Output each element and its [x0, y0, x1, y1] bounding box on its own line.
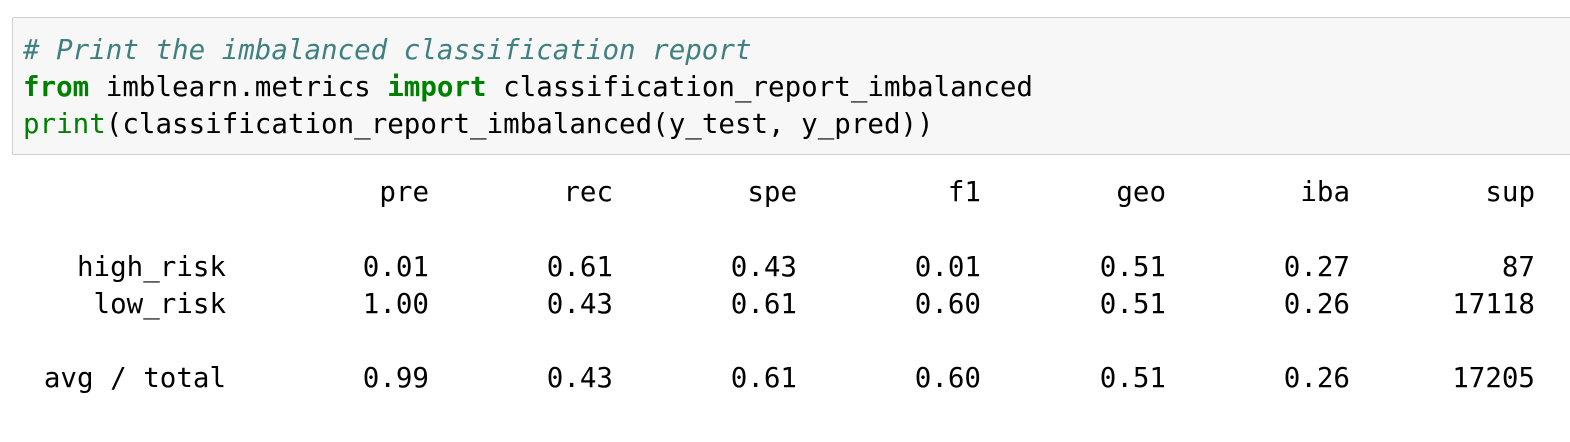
table-cell: 0.43 [546, 288, 613, 320]
header-iba: iba [1300, 176, 1350, 208]
code-line-import: from imblearn.metrics import classificat… [23, 69, 1033, 106]
module-name: imblearn.metrics [89, 71, 388, 103]
table-cell: 0.51 [1099, 362, 1166, 394]
code-line-comment: # Print the imbalanced classification re… [23, 32, 751, 69]
table-cell: 0.61 [730, 288, 797, 320]
cell-output: pre rec spe f1 geo iba sup high_risk 0.0… [0, 155, 1570, 442]
table-cell: 0.43 [730, 251, 797, 283]
table-cell: 0.61 [546, 251, 613, 283]
builtin-print: print [23, 108, 106, 140]
table-cell: 87 [1501, 251, 1535, 283]
table-cell: 0.60 [914, 288, 981, 320]
keyword-from: from [23, 71, 90, 103]
header-rec: rec [563, 176, 613, 208]
imported-name: classification_report_imbalanced [486, 71, 1033, 103]
table-cell: 0.26 [1283, 362, 1350, 394]
table-cell: 0.27 [1283, 251, 1350, 283]
table-cell: 0.43 [546, 362, 613, 394]
table-cell: 0.51 [1099, 288, 1166, 320]
print-arguments: (classification_report_imbalanced(y_test… [105, 108, 934, 140]
row-label-high-risk: high_risk [76, 251, 226, 283]
table-cell: 0.61 [730, 362, 797, 394]
keyword-import: import [387, 71, 487, 103]
code-cell[interactable]: # Print the imbalanced classification re… [12, 17, 1570, 155]
row-label-low-risk: low_risk [93, 288, 226, 320]
table-cell: 0.01 [914, 251, 981, 283]
table-cell: 0.99 [362, 362, 429, 394]
table-cell: 0.60 [914, 362, 981, 394]
table-cell: 0.26 [1283, 288, 1350, 320]
header-geo: geo [1116, 176, 1166, 208]
header-pre: pre [379, 176, 429, 208]
table-cell: 17205 [1452, 362, 1535, 394]
table-cell: 1.00 [362, 288, 429, 320]
table-cell: 0.51 [1099, 251, 1166, 283]
table-cell: 17118 [1452, 288, 1535, 320]
header-spe: spe [747, 176, 797, 208]
table-cell: 0.01 [362, 251, 429, 283]
code-line-print: print(classification_report_imbalanced(y… [23, 106, 934, 143]
header-f1: f1 [947, 176, 981, 208]
code-comment: # Print the imbalanced classification re… [23, 34, 752, 66]
row-label-avg-total: avg / total [43, 362, 226, 394]
header-sup: sup [1485, 176, 1535, 208]
